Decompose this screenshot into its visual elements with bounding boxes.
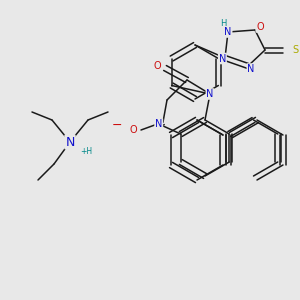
Text: N: N [155,119,162,129]
Text: N: N [224,27,232,37]
Text: S: S [292,45,298,55]
Text: H: H [220,20,226,28]
Text: N: N [247,64,255,74]
Text: O: O [153,61,161,71]
Text: O: O [129,125,137,135]
Text: N: N [206,89,214,99]
Text: −: − [112,118,122,131]
Text: +H: +H [80,148,92,157]
Text: N: N [219,53,226,64]
Text: N: N [65,136,75,148]
Text: O: O [256,22,264,32]
